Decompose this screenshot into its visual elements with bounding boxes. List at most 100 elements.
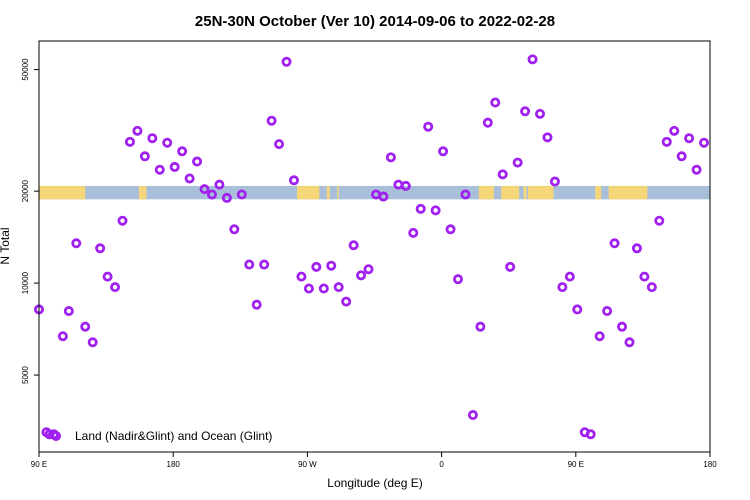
y-tick-label: 20000 — [21, 179, 30, 202]
y-axis-label: N Total — [0, 227, 12, 264]
data-point — [646, 282, 657, 293]
data-point — [80, 321, 91, 332]
data-point — [57, 331, 68, 342]
data-point — [177, 146, 188, 157]
x-axis: 90 E 180 90 W 0 90 E 180 — [31, 452, 717, 469]
land-band-segment — [143, 185, 147, 200]
data-point — [415, 203, 426, 214]
data-point — [430, 205, 441, 216]
data-point — [557, 282, 568, 293]
data-point — [475, 321, 486, 332]
data-point — [512, 157, 523, 168]
data-point — [326, 260, 337, 271]
land-band-segment — [296, 185, 320, 200]
x-tick-label: 90 W — [298, 460, 317, 469]
legend: Land (Nadir&Glint) and Ocean (Glint) — [51, 429, 272, 443]
land-band-segment — [528, 185, 554, 200]
x-tick-label: 0 — [439, 460, 444, 469]
data-point — [162, 137, 173, 148]
data-point — [87, 337, 98, 348]
data-point — [535, 108, 546, 119]
data-point — [274, 139, 285, 150]
data-point — [490, 97, 501, 108]
data-point — [676, 151, 687, 162]
x-tick-label: 180 — [703, 460, 717, 469]
data-point — [542, 132, 553, 143]
data-point — [132, 125, 143, 136]
data-point — [341, 296, 352, 307]
data-point — [199, 184, 210, 195]
data-point — [497, 169, 508, 180]
land-band-segment — [595, 185, 602, 200]
land-band-segment — [326, 185, 330, 200]
data-point — [288, 175, 299, 186]
y-axis: 5000 10000 20000 50000 — [21, 58, 39, 384]
data-point — [572, 304, 583, 315]
data-point — [363, 264, 374, 275]
data-point — [221, 192, 232, 203]
data-point — [169, 161, 180, 172]
data-point — [467, 410, 478, 421]
data-point — [95, 243, 106, 254]
data-point — [617, 321, 628, 332]
data-point — [206, 189, 217, 200]
y-tick-label: 5000 — [21, 366, 30, 384]
data-point — [139, 151, 150, 162]
land-band-segment — [138, 185, 144, 200]
data-point — [460, 189, 471, 200]
data-point — [333, 282, 344, 293]
data-point — [639, 271, 650, 282]
data-point — [348, 240, 359, 251]
y-tick-label: 10000 — [21, 271, 30, 294]
legend-label: Land (Nadir&Glint) and Ocean (Glint) — [75, 429, 272, 443]
land-band-segment — [478, 185, 494, 200]
data-point — [602, 306, 613, 317]
data-point — [594, 331, 605, 342]
data-point — [281, 56, 292, 67]
x-tick-label: 90 E — [568, 460, 584, 469]
x-axis-label: Longitude (deg E) — [327, 476, 422, 490]
data-point — [184, 173, 195, 184]
data-point — [192, 156, 203, 167]
data-point — [63, 306, 74, 317]
data-point — [393, 179, 404, 190]
data-point — [71, 238, 82, 249]
data-point — [378, 191, 389, 202]
data-point — [251, 299, 262, 310]
land-band-segment — [523, 185, 527, 200]
data-point — [244, 259, 255, 270]
legend-marker — [51, 430, 62, 441]
data-point — [124, 136, 135, 147]
data-point — [102, 271, 113, 282]
data-point — [609, 238, 620, 249]
data-point — [147, 133, 158, 144]
data-point — [214, 179, 225, 190]
data-point — [303, 283, 314, 294]
data-point — [624, 337, 635, 348]
plot-frame — [38, 40, 711, 453]
data-point — [110, 282, 121, 293]
data-point — [549, 176, 560, 187]
x-tick-label: 90 E — [31, 460, 47, 469]
data-point — [311, 261, 322, 272]
data-point — [296, 271, 307, 282]
data-point — [266, 115, 277, 126]
data-point — [445, 224, 456, 235]
land-band-segment — [337, 185, 339, 200]
land-band-segment — [39, 185, 86, 200]
data-point — [385, 152, 396, 163]
data-point — [438, 146, 449, 157]
data-point — [691, 164, 702, 175]
data-point — [654, 215, 665, 226]
data-point — [400, 180, 411, 191]
data-point — [423, 121, 434, 132]
data-point — [117, 215, 128, 226]
data-point — [684, 133, 695, 144]
data-point — [259, 259, 270, 270]
data-point — [585, 429, 596, 440]
data-point — [527, 54, 538, 65]
data-point — [318, 283, 329, 294]
data-point — [699, 137, 710, 148]
land-band-segment — [608, 185, 648, 200]
